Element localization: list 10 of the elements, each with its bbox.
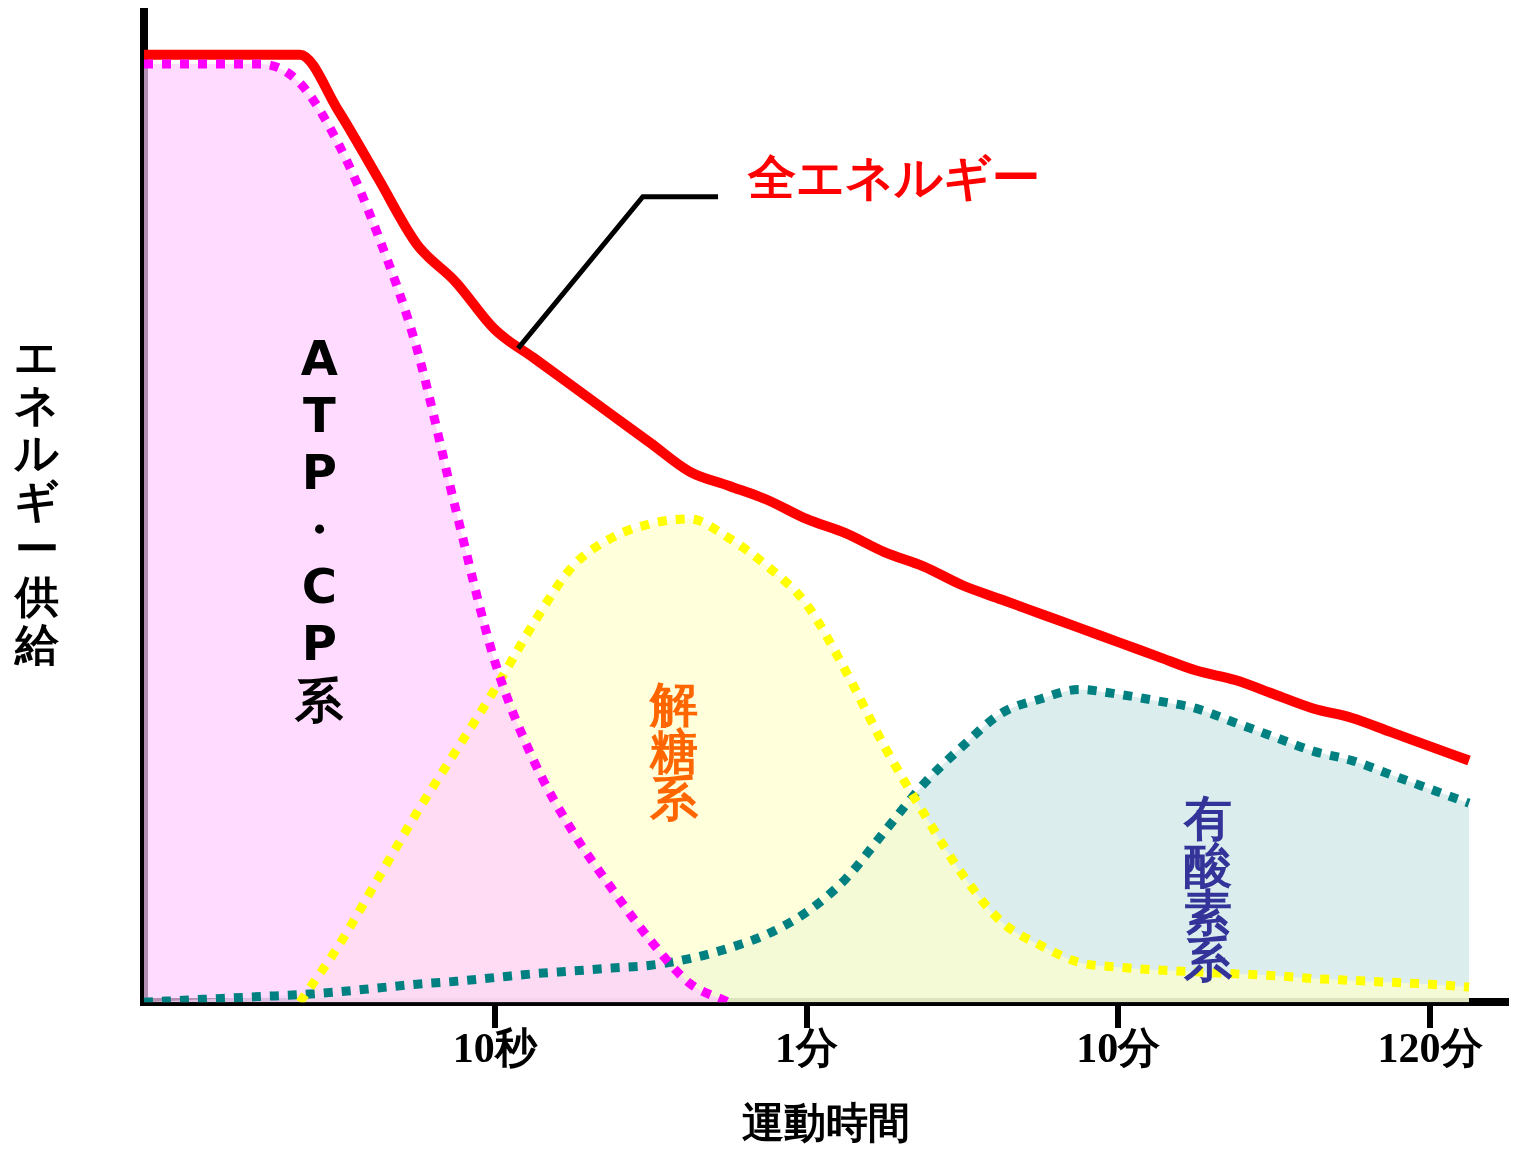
x-axis-title: 運動時間 [742, 1097, 910, 1147]
x-tick-label: 10分 [1076, 1025, 1161, 1072]
series-label: 解糖系 [648, 676, 700, 827]
series-label: ATP・CP系 [294, 330, 345, 729]
text: 全エネルギー [747, 148, 1041, 205]
y-axis-title: エネルギー供給 [14, 331, 59, 671]
x-tick-label: 120分 [1377, 1025, 1483, 1072]
x-tick-label: 10秒 [452, 1025, 538, 1072]
series-label: 有酸素系 [1182, 789, 1233, 987]
x-tick-label: 1分 [775, 1025, 839, 1072]
